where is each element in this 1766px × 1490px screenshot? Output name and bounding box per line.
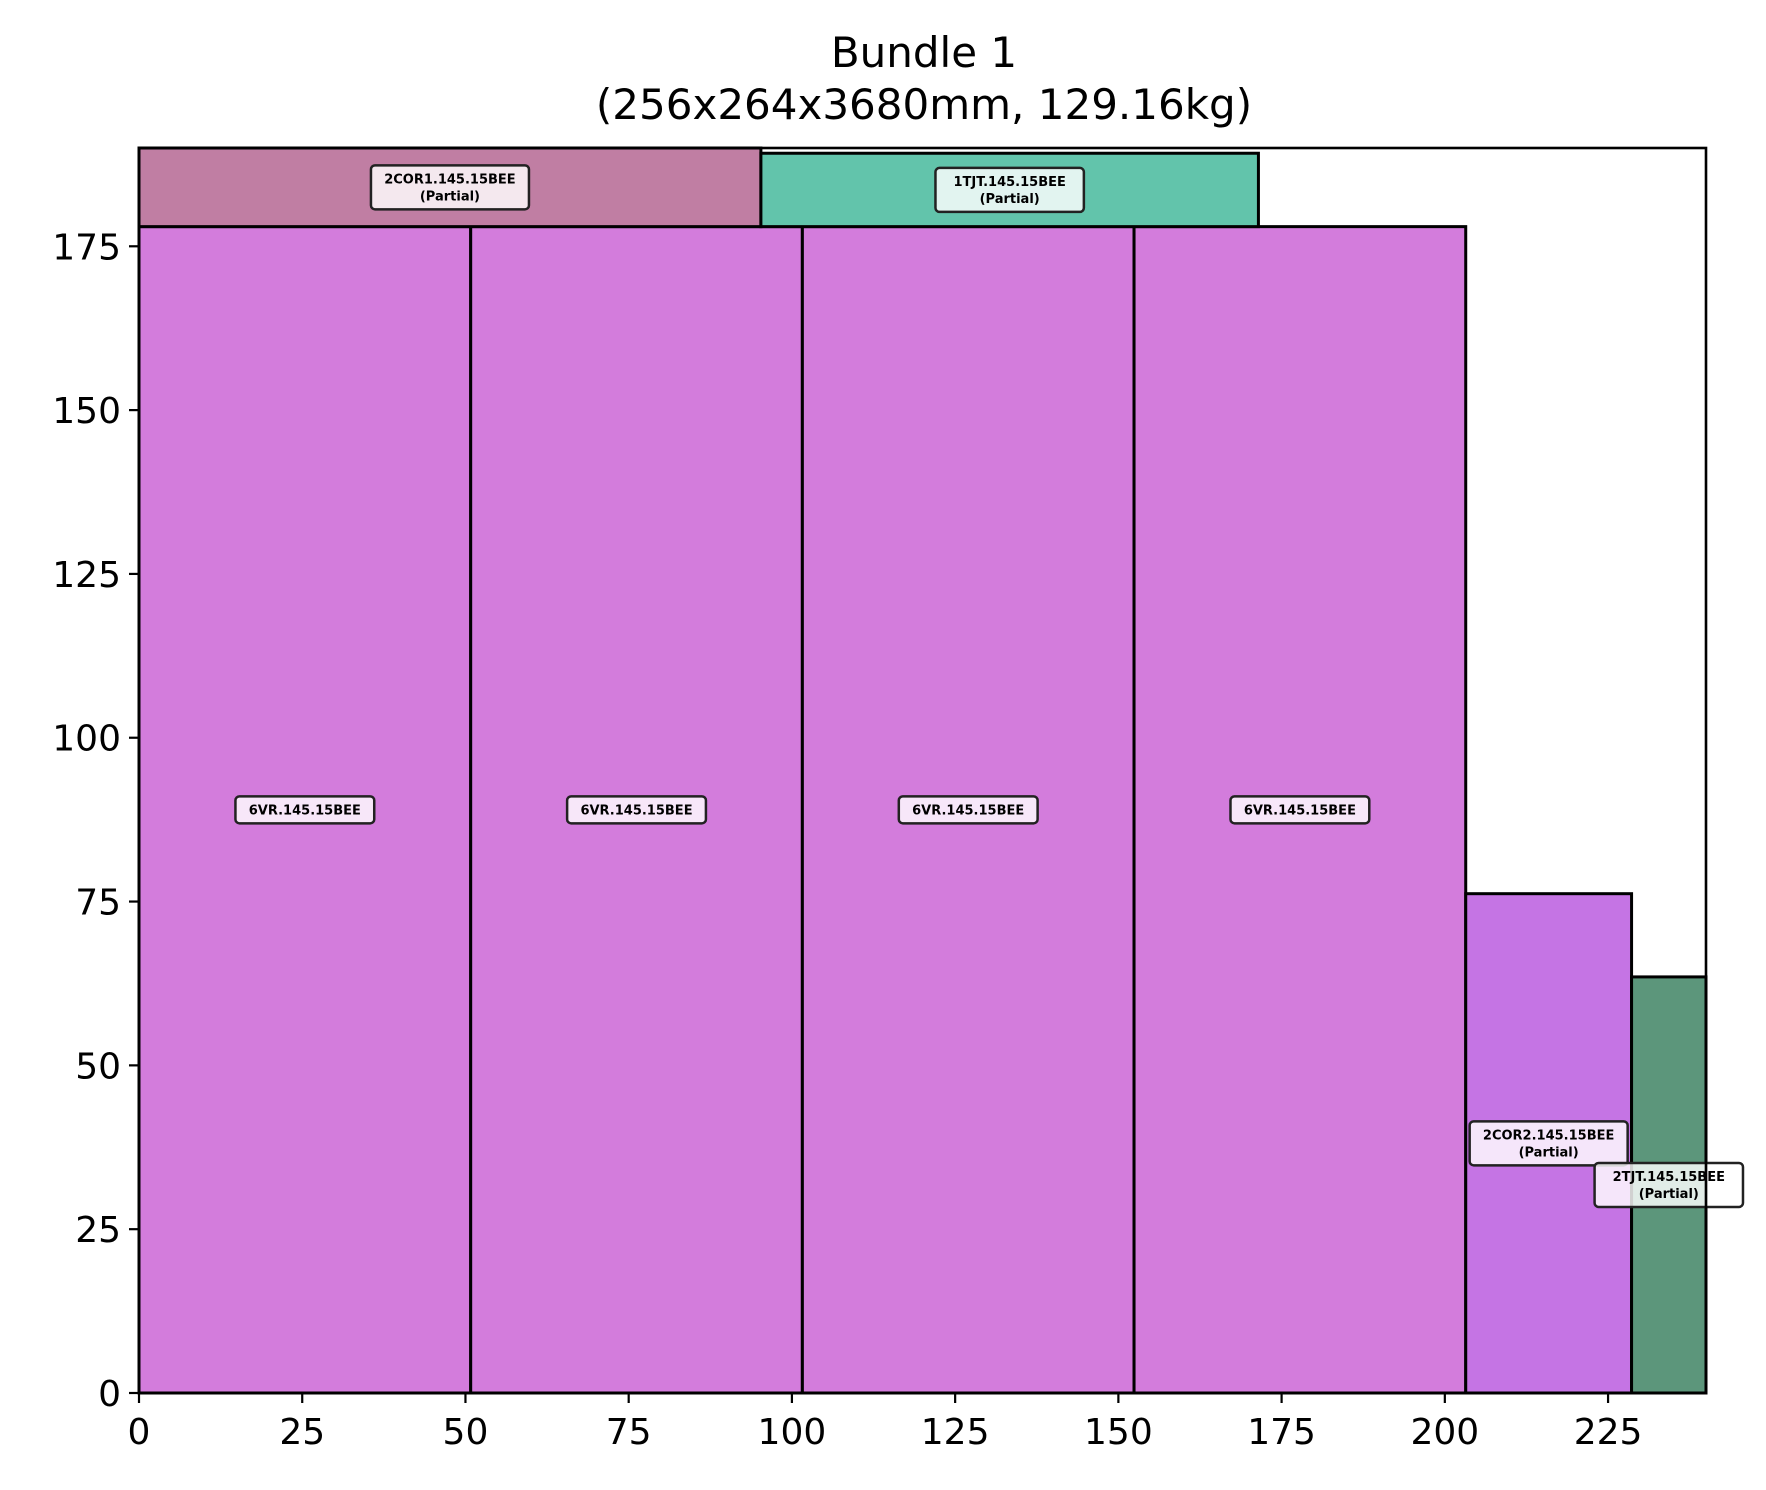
y-tick-label: 75 bbox=[75, 883, 121, 924]
x-tick-label: 150 bbox=[1084, 1412, 1153, 1453]
piece-label-name: 6VR.145.15BEE bbox=[912, 803, 1024, 818]
x-tick-label: 25 bbox=[279, 1412, 325, 1453]
y-tick-label: 175 bbox=[52, 227, 121, 268]
piece-label-box bbox=[934, 166, 1086, 214]
x-tick-label: 125 bbox=[921, 1412, 990, 1453]
piece-label-box bbox=[369, 164, 531, 211]
piece-label: 1TJT.145.15BEE (Partial) bbox=[934, 166, 1086, 214]
piece-label-partial: (Partial) bbox=[420, 189, 480, 204]
piece-label-name: 2TJT.145.15BEE bbox=[1613, 1170, 1725, 1185]
x-tick-label: 200 bbox=[1410, 1412, 1479, 1453]
piece-label-box bbox=[234, 795, 376, 825]
piece-label-name: 2COR1.145.15BEE bbox=[384, 172, 515, 187]
piece-label-box bbox=[1229, 795, 1371, 825]
axes: 0 25 50 75 100 125 150 175 200 225 0 25 50 75 100 125 15… bbox=[52, 146, 1708, 1453]
piece-label: 6VR.145.15BEE bbox=[565, 795, 708, 825]
y-tick-label: 150 bbox=[52, 391, 121, 432]
y-tick-label: 50 bbox=[75, 1046, 121, 1087]
piece-label-name: 6VR.145.15BEE bbox=[1244, 803, 1356, 818]
plot-frame bbox=[137, 146, 1708, 1395]
piece-label-name: 2COR2.145.15BEE bbox=[1483, 1128, 1614, 1143]
y-tick-label: 0 bbox=[98, 1374, 121, 1415]
chart-subtitle: (256x264x3680mm, 129.16kg) bbox=[596, 80, 1252, 129]
piece-label: 2COR2.145.15BEE (Partial) bbox=[1468, 1120, 1629, 1167]
y-tick-label: 25 bbox=[75, 1210, 121, 1251]
piece-rect bbox=[759, 151, 1260, 229]
piece-label-partial: (Partial) bbox=[1519, 1145, 1579, 1160]
piece-label-name: 6VR.145.15BEE bbox=[249, 803, 361, 818]
piece-label-partial: (Partial) bbox=[1639, 1187, 1699, 1202]
x-tick-label: 50 bbox=[443, 1412, 489, 1453]
piece-label: 2COR1.145.15BEE (Partial) bbox=[369, 164, 531, 211]
piece-label-box bbox=[897, 795, 1039, 825]
y-tick-label: 100 bbox=[52, 719, 121, 760]
x-tick-label: 100 bbox=[758, 1412, 827, 1453]
piece-label-box bbox=[565, 795, 708, 825]
x-tick-label: 225 bbox=[1574, 1412, 1643, 1453]
piece-label-box bbox=[1468, 1120, 1629, 1167]
chart-title: Bundle 1 bbox=[831, 28, 1017, 77]
x-tick-label: 175 bbox=[1247, 1412, 1316, 1453]
piece-label: 6VR.145.15BEE bbox=[1229, 795, 1371, 825]
x-tick-label: 75 bbox=[606, 1412, 652, 1453]
piece-label-name: 6VR.145.15BEE bbox=[580, 803, 692, 818]
y-tick-label: 125 bbox=[52, 555, 121, 596]
piece-label-partial: (Partial) bbox=[980, 192, 1040, 207]
piece-label-name: 1TJT.145.15BEE bbox=[953, 175, 1065, 190]
bundle-pieces bbox=[137, 146, 1708, 1395]
piece-label: 6VR.145.15BEE bbox=[897, 795, 1039, 825]
piece-label: 6VR.145.15BEE bbox=[234, 795, 376, 825]
x-tick-label: 0 bbox=[128, 1412, 151, 1453]
piece-label: 2TJT.145.15BEE (Partial) bbox=[1593, 1161, 1745, 1209]
